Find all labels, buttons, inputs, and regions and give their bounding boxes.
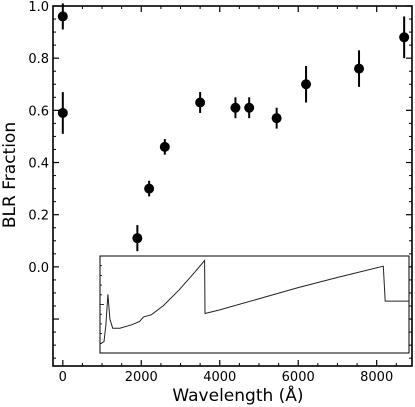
data-point [271, 113, 282, 124]
x-tick-label: 8000 [360, 370, 393, 385]
data-point [230, 102, 241, 113]
data-point [195, 97, 206, 108]
y-tick-label: 1.0 [28, 0, 49, 15]
y-axis-label: BLR Fraction [0, 122, 20, 228]
x-tick-label: 2000 [125, 370, 158, 385]
y-tick-label: 0.2 [28, 209, 49, 224]
y-tick-label: 0.4 [28, 157, 49, 172]
data-point [244, 102, 255, 113]
y-tick-label: 0.8 [28, 52, 49, 67]
data-point [354, 63, 365, 74]
data-point [399, 32, 410, 43]
x-tick-label: 6000 [282, 370, 315, 385]
tick-labels: 0 2000 4000 6000 8000 0.0 0.2 0.4 0.6 0.8 1.0 [28, 0, 393, 385]
data-points [57, 3, 410, 252]
inset-spectrum [99, 255, 410, 354]
data-point [57, 11, 68, 22]
x-tick-label: 4000 [203, 370, 236, 385]
data-point [57, 107, 68, 118]
data-point [144, 183, 155, 194]
data-point [159, 141, 170, 152]
data-point [132, 233, 143, 244]
x-axis-label: Wavelength (Å) [172, 384, 303, 406]
y-tick-label: 0.6 [28, 104, 49, 119]
plot-frame [52, 5, 413, 367]
inset-spectrum-line [99, 259, 409, 345]
inset-frame [99, 255, 410, 354]
x-tick-label: 0 [59, 370, 67, 385]
data-point [301, 79, 312, 90]
y-tick-label: 0.0 [28, 261, 49, 276]
